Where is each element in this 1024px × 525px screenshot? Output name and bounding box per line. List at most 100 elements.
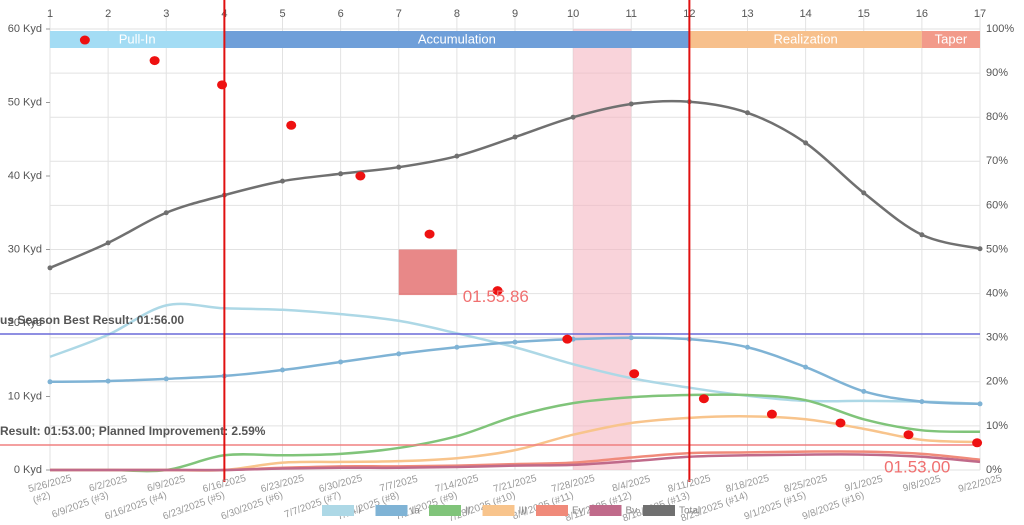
line-point [163,210,169,216]
x-tick-label: 9 [512,8,518,20]
line-point [512,339,518,345]
line-point [280,178,285,184]
line-point [919,232,925,238]
phase-label: Taper [935,31,968,46]
date-label: 7/21/2025 [492,473,538,495]
marker-dot [424,229,435,239]
series-line [50,393,981,473]
legend-swatch [322,505,354,516]
y2-tick-label: 30% [986,332,1008,344]
highlight-box [398,249,457,296]
legend-swatch [429,505,461,516]
legend-swatch [589,505,622,516]
legend-swatch [375,505,408,516]
date-label: 6/30/2025 [318,473,364,495]
series-line [50,453,981,472]
marker-dot [903,430,914,440]
date-label: 6/23/2025 [260,473,306,495]
week-label: 6/30/2025 (#6) [220,490,285,523]
legend-swatch [482,505,515,516]
y2-tick-label: 50% [986,243,1008,255]
marker-dot [286,120,297,130]
x-tick-label: 8 [454,8,460,20]
line-point [338,171,344,177]
shaded-range [573,29,632,470]
y-tick-label: 60 Kyd [8,23,42,35]
marker-dot [79,35,90,45]
week-label: 9/1/2025 (#15) [743,490,808,523]
marker-dot [492,286,503,296]
y2-tick-label: 0% [986,464,1002,476]
marker-dot [562,334,573,344]
marker-dot [698,394,709,404]
line-point [454,153,460,159]
line-point [628,335,634,341]
phase-label: Pull-In [119,31,156,46]
x-tick-label: 17 [974,8,986,20]
x-tick-label: 6 [338,8,344,20]
y2-tick-label: 40% [986,288,1008,300]
y-tick-label: 30 Kyd [8,243,42,255]
line-point [745,344,750,350]
phase-label: Realization [773,31,837,46]
annotation: 01.53.00 [884,457,950,476]
line-point [338,359,344,365]
marker-dot [355,171,366,181]
line-point [512,134,518,140]
line-point [47,265,53,271]
legend-swatch [643,505,675,516]
legend-label: Ia [412,506,421,517]
marker-dot [835,418,846,428]
y2-tick-label: 20% [986,376,1008,388]
x-tick-label: 5 [279,8,285,20]
legend-label: Bv [626,506,638,517]
legend-label: III [519,506,527,517]
line-point [919,399,925,405]
line-point [454,344,460,350]
date-label: 6/2/2025 [88,474,129,495]
date-label: 6/9/2025 [146,474,187,495]
date-label: 7/28/2025 [550,473,596,495]
x-tick-label: 1 [47,8,53,20]
legend-label: Total [679,506,700,517]
legend-label: Ev [572,506,584,517]
line-point [570,114,576,120]
line-point [47,379,53,385]
marker-dot [149,56,160,66]
line-point [745,110,750,116]
line-point [803,364,809,370]
y2-tick-label: 70% [986,155,1008,167]
phase-band [921,31,980,48]
y2-tick-label: 80% [986,111,1008,123]
line-point [396,351,402,357]
x-tick-label: 11 [626,8,637,20]
line-point [396,164,402,170]
y2-tick-label: 60% [986,199,1008,211]
phase-band [50,31,225,48]
line-point [861,388,867,394]
line-point [803,140,809,146]
x-tick-label: 15 [858,8,870,20]
y2-tick-label: 100% [986,23,1014,35]
marker-dot [629,369,640,379]
x-tick-label: 13 [741,8,753,20]
y-tick-label: 20 Kyd [8,317,42,329]
date-label: 9/1/2025 [844,474,885,495]
y-tick-label: 0 Kyd [14,464,42,476]
y2-tick-label: 90% [986,67,1008,79]
legend-label: I [358,506,361,517]
date-label: 9/8/2025 [902,474,943,495]
line-point [105,240,111,246]
legend-label: II [465,506,471,517]
date-label: 7/7/2025 [379,474,420,495]
line-point [280,367,285,373]
date-label: 8/4/2025 [611,474,652,495]
week-label: 6/23/2025 (#5) [162,490,227,523]
legend-swatch [536,505,568,516]
line-point [628,101,634,107]
line-point [861,190,867,196]
x-tick-label: 16 [916,8,928,20]
series-line [49,302,981,406]
